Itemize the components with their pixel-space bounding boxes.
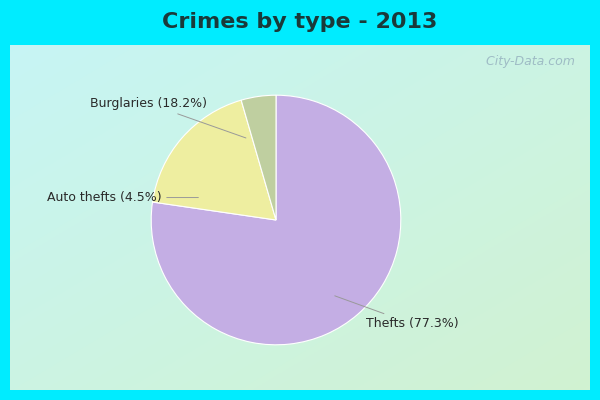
Text: Crimes by type - 2013: Crimes by type - 2013 [163, 12, 437, 32]
Wedge shape [151, 95, 401, 345]
Text: Auto thefts (4.5%): Auto thefts (4.5%) [47, 191, 199, 204]
Wedge shape [152, 100, 276, 220]
Text: City-Data.com: City-Data.com [482, 55, 575, 68]
Text: Thefts (77.3%): Thefts (77.3%) [335, 296, 458, 330]
Wedge shape [241, 95, 276, 220]
Text: Burglaries (18.2%): Burglaries (18.2%) [91, 97, 246, 138]
